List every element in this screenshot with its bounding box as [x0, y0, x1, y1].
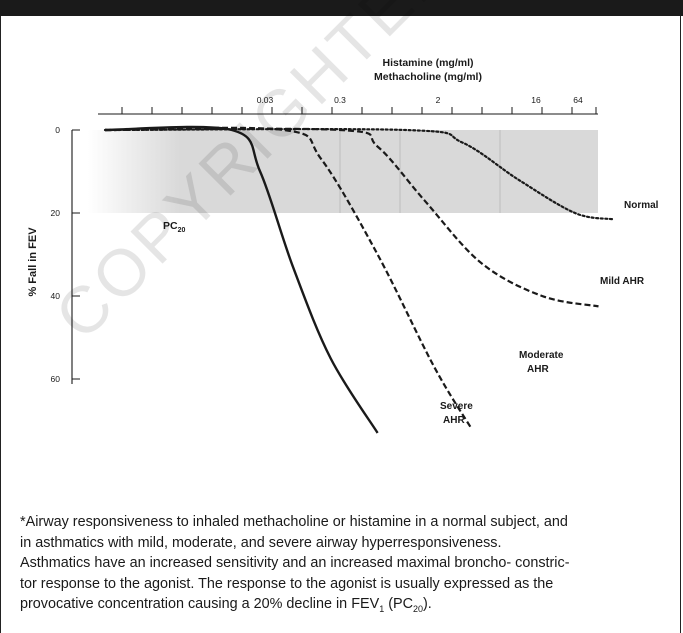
- x-tick-label: 64: [573, 95, 583, 105]
- y-tick-label: 20: [51, 208, 61, 218]
- y-tick-label: 0: [55, 125, 60, 135]
- x-axis-label-histamine: Histamine (mg/ml): [382, 57, 473, 69]
- caption-line: in asthmatics with mild, moderate, and s…: [20, 534, 502, 551]
- caption-line: *Airway responsiveness to inhaled methac…: [20, 514, 568, 530]
- top-border-bar: [0, 0, 683, 16]
- series-label-moderate: Moderate: [519, 350, 564, 361]
- y-tick-label: 60: [51, 374, 61, 384]
- series-label-normal: Normal: [624, 200, 659, 211]
- pc20-shaded-band: [88, 130, 598, 213]
- y-axis-label: % Fall in FEV: [27, 227, 39, 297]
- curves-group: [103, 125, 614, 434]
- series-label-moderate-ahr: AHR: [527, 364, 549, 375]
- x-axis-label-methacholine: Methacholine (mg/ml): [374, 71, 482, 83]
- caption-line: provocative concentration causing a 20% …: [20, 596, 432, 614]
- x-tick-label: 16: [531, 95, 541, 105]
- pc20-label: PC20: [163, 220, 185, 234]
- figure-caption: *Airway responsiveness to inhaled methac…: [20, 512, 660, 619]
- series-label-mild: Mild AHR: [600, 276, 645, 287]
- ahr-dose-response-chart: 0.03 0.3 2 16 64 0 20 40 60 Histamine (mg/ml) Me…: [27, 57, 659, 434]
- caption-line: Asthmatics have an increased sensitivity…: [20, 555, 570, 571]
- caption-line: tor response to the agonist. The respons…: [20, 575, 554, 592]
- x-tick-label: 0.3: [334, 95, 346, 105]
- y-tick-label: 40: [51, 291, 61, 301]
- curve-moderate-ahr: [104, 126, 473, 430]
- series-label-severe: Severe: [440, 401, 473, 412]
- curve-severe-ahr: [104, 125, 379, 434]
- x-tick-label: 2: [436, 95, 441, 105]
- axes-group: 0.03 0.3 2 16 64 0 20 40 60: [51, 95, 598, 384]
- series-label-severe-ahr: AHR: [443, 415, 465, 426]
- x-tick-label: 0.03: [257, 95, 274, 105]
